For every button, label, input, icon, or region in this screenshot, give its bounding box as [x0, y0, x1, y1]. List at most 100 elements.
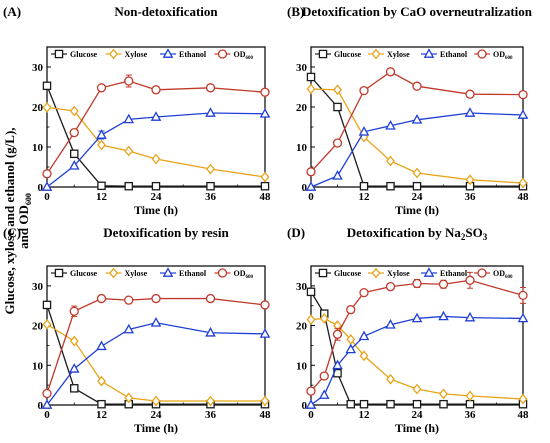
data-point-glucose — [97, 181, 106, 191]
data-point-xylose — [260, 395, 270, 407]
data-point-ethanol — [150, 111, 162, 121]
data-point-glucose — [151, 181, 161, 191]
data-point-ethanol — [318, 389, 330, 399]
x-tick-label: 12 — [96, 191, 108, 203]
data-point-od600 — [124, 295, 134, 305]
legend-marker-ethanol — [423, 267, 435, 277]
data-point-ethanol — [464, 107, 476, 117]
legend-marker-od600 — [477, 49, 487, 59]
data-point-xylose — [359, 350, 369, 362]
data-point-od600 — [96, 293, 107, 304]
chart-panel-a: (A) Non-detoxification 0 12 24 36 48 0 10 20 30 Tim… — [3, 4, 271, 217]
panel-title: Detoxification by CaO overneutralization — [302, 4, 533, 19]
data-point-od600 — [205, 83, 216, 93]
x-tick-label: 24 — [151, 409, 163, 421]
y-tick-label: 20 — [296, 102, 308, 114]
data-point-od600 — [96, 83, 107, 93]
y-tick-label: 10 — [32, 142, 44, 154]
shared-ylabel-bottom: and OD600 — [16, 193, 33, 249]
data-point-ethanol — [305, 181, 317, 191]
data-point-ethanol — [358, 330, 370, 341]
panel-letter: (A) — [3, 4, 21, 19]
data-point-od600 — [42, 388, 52, 399]
legend-marker-od600 — [477, 268, 487, 278]
y-tick-label: 0 — [38, 182, 44, 194]
data-point-xylose — [124, 392, 134, 404]
series-line-xylose — [310, 317, 524, 400]
data-point-ethanol — [205, 107, 216, 117]
legend-marker-glucose — [54, 268, 64, 278]
x-tick-label: 24 — [151, 191, 163, 203]
data-point-xylose — [42, 101, 52, 113]
x-tick-label: 48 — [518, 191, 530, 203]
data-point-od600 — [319, 371, 329, 381]
data-point-ethanol — [385, 319, 396, 329]
legend-marker-ethanol — [162, 267, 174, 277]
data-point-xylose — [69, 335, 79, 347]
x-tick-label: 0 — [44, 191, 50, 203]
series-line-od600 — [310, 279, 524, 392]
data-point-ethanol — [358, 126, 370, 136]
legend-label-glucose: Glucose — [70, 269, 98, 278]
data-point-od600 — [124, 76, 134, 86]
series-line-xylose — [46, 323, 265, 402]
panel-letter: (D) — [287, 225, 305, 240]
y-tick-label: 10 — [296, 142, 308, 154]
data-point-od600 — [385, 282, 396, 292]
x-axis-label: Time (h) — [395, 421, 439, 435]
data-point-xylose — [439, 388, 448, 400]
plot-frame — [46, 265, 266, 406]
data-point-od600 — [151, 85, 161, 95]
x-tick-label: 0 — [44, 409, 50, 421]
x-tick-label: 0 — [308, 191, 314, 203]
data-point-xylose — [206, 395, 215, 407]
panel-letter: (B) — [287, 4, 304, 19]
x-tick-label: 36 — [205, 191, 217, 203]
legend-label-glucose: Glucose — [70, 50, 98, 59]
data-point-glucose — [386, 181, 395, 191]
chart-panel-d: (D) Detoxification by Na2SO3 0 12 24 36 48 0 10 2… — [287, 225, 529, 435]
data-point-glucose — [359, 181, 369, 191]
data-point-xylose — [97, 139, 106, 151]
data-point-glucose — [306, 72, 316, 82]
data-point-od600 — [332, 138, 343, 148]
legend-label-xylose: Xylose — [125, 50, 148, 59]
y-tick-label: 20 — [296, 321, 308, 333]
data-point-ethanol — [385, 120, 396, 130]
data-point-od600 — [412, 278, 422, 289]
data-point-ethanol — [345, 343, 357, 354]
legend: Glucose Xylose Ethanol OD600 — [51, 267, 254, 280]
series-line-glucose — [46, 85, 265, 187]
data-point-xylose — [206, 163, 215, 175]
chart-panel-c: (C) Detoxification by resin 0 12 24 36 48 0 10 20… — [3, 225, 271, 435]
x-tick-label: 48 — [518, 409, 530, 421]
data-point-xylose — [69, 105, 79, 117]
data-point-xylose — [518, 393, 528, 405]
data-point-glucose — [386, 399, 395, 409]
legend-label-od600: OD600 — [234, 269, 254, 280]
panel-title: Detoxification by Na2SO3 — [347, 225, 488, 242]
series-line-glucose — [310, 291, 523, 405]
legend-label-od600: OD600 — [234, 50, 254, 61]
data-point-xylose — [306, 314, 316, 326]
legend-label-ethanol: Ethanol — [440, 50, 468, 59]
data-point-glucose — [42, 300, 52, 310]
data-point-ethanol — [259, 108, 271, 118]
data-point-xylose — [260, 171, 270, 183]
shared-ylabel-top: Glucose, xylose and ethanol (g/L), — [2, 127, 17, 314]
legend-marker-glucose — [54, 49, 64, 59]
y-tick-label: 0 — [302, 182, 308, 194]
legend-label-ethanol: Ethanol — [179, 50, 207, 59]
data-point-glucose — [465, 399, 475, 409]
y-tick-label: 20 — [32, 102, 44, 114]
data-point-od600 — [306, 167, 316, 177]
data-point-od600 — [260, 87, 270, 97]
data-point-od600 — [69, 306, 79, 316]
data-point-glucose — [412, 399, 422, 409]
x-tick-label: 36 — [465, 409, 477, 421]
data-point-od600 — [42, 169, 52, 179]
panel-title: Non-detoxification — [114, 4, 218, 19]
data-point-od600 — [346, 305, 356, 315]
legend-marker-od600 — [217, 49, 228, 59]
data-point-glucose — [333, 102, 342, 112]
